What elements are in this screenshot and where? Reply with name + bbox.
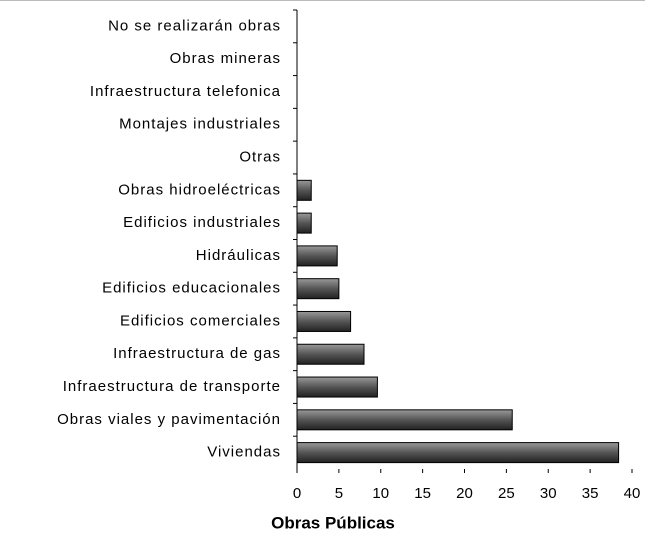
y-tick-label: Viviendas [207,444,281,461]
x-tick-label: 40 [624,485,641,502]
y-tick-label: Infraestructura de gas [113,345,281,362]
y-tick-label: Hidráulicas [196,247,281,264]
bar [296,179,312,201]
bar [296,442,620,464]
x-tick-label: 10 [372,485,389,502]
x-tick-label: 0 [293,485,301,502]
y-tick-label: Infraestructura telefonica [90,83,281,100]
x-tick-label: 35 [582,485,599,502]
y-tick-label: Obras mineras [170,50,281,67]
x-tick-label: 20 [456,485,473,502]
y-tick-label: No se realizarán obras [108,17,281,34]
x-tick-label: 25 [498,485,515,502]
y-tick-label: Obras viales y pavimentación [57,411,281,428]
y-tick-label: Montajes industriales [119,116,281,133]
x-tick-label: 30 [540,485,557,502]
y-tick-label: Edificios comerciales [120,312,281,329]
bar [296,310,352,332]
bar [296,245,338,267]
y-tick-label: Obras hidroeléctricas [118,181,281,198]
x-tick-label: 15 [414,485,431,502]
x-tick-label: 5 [335,485,343,502]
bar [296,376,378,398]
bar [296,278,340,300]
x-axis-label: Obras Públicas [271,513,395,532]
bar [296,409,513,431]
y-tick-label: Edificios industriales [123,214,281,231]
y-tick-label: Otras [239,149,281,166]
y-tick-label: Infraestructura de transporte [63,378,281,395]
bar [296,343,365,365]
y-tick-label: Edificios educacionales [102,280,281,297]
bar [296,212,312,234]
